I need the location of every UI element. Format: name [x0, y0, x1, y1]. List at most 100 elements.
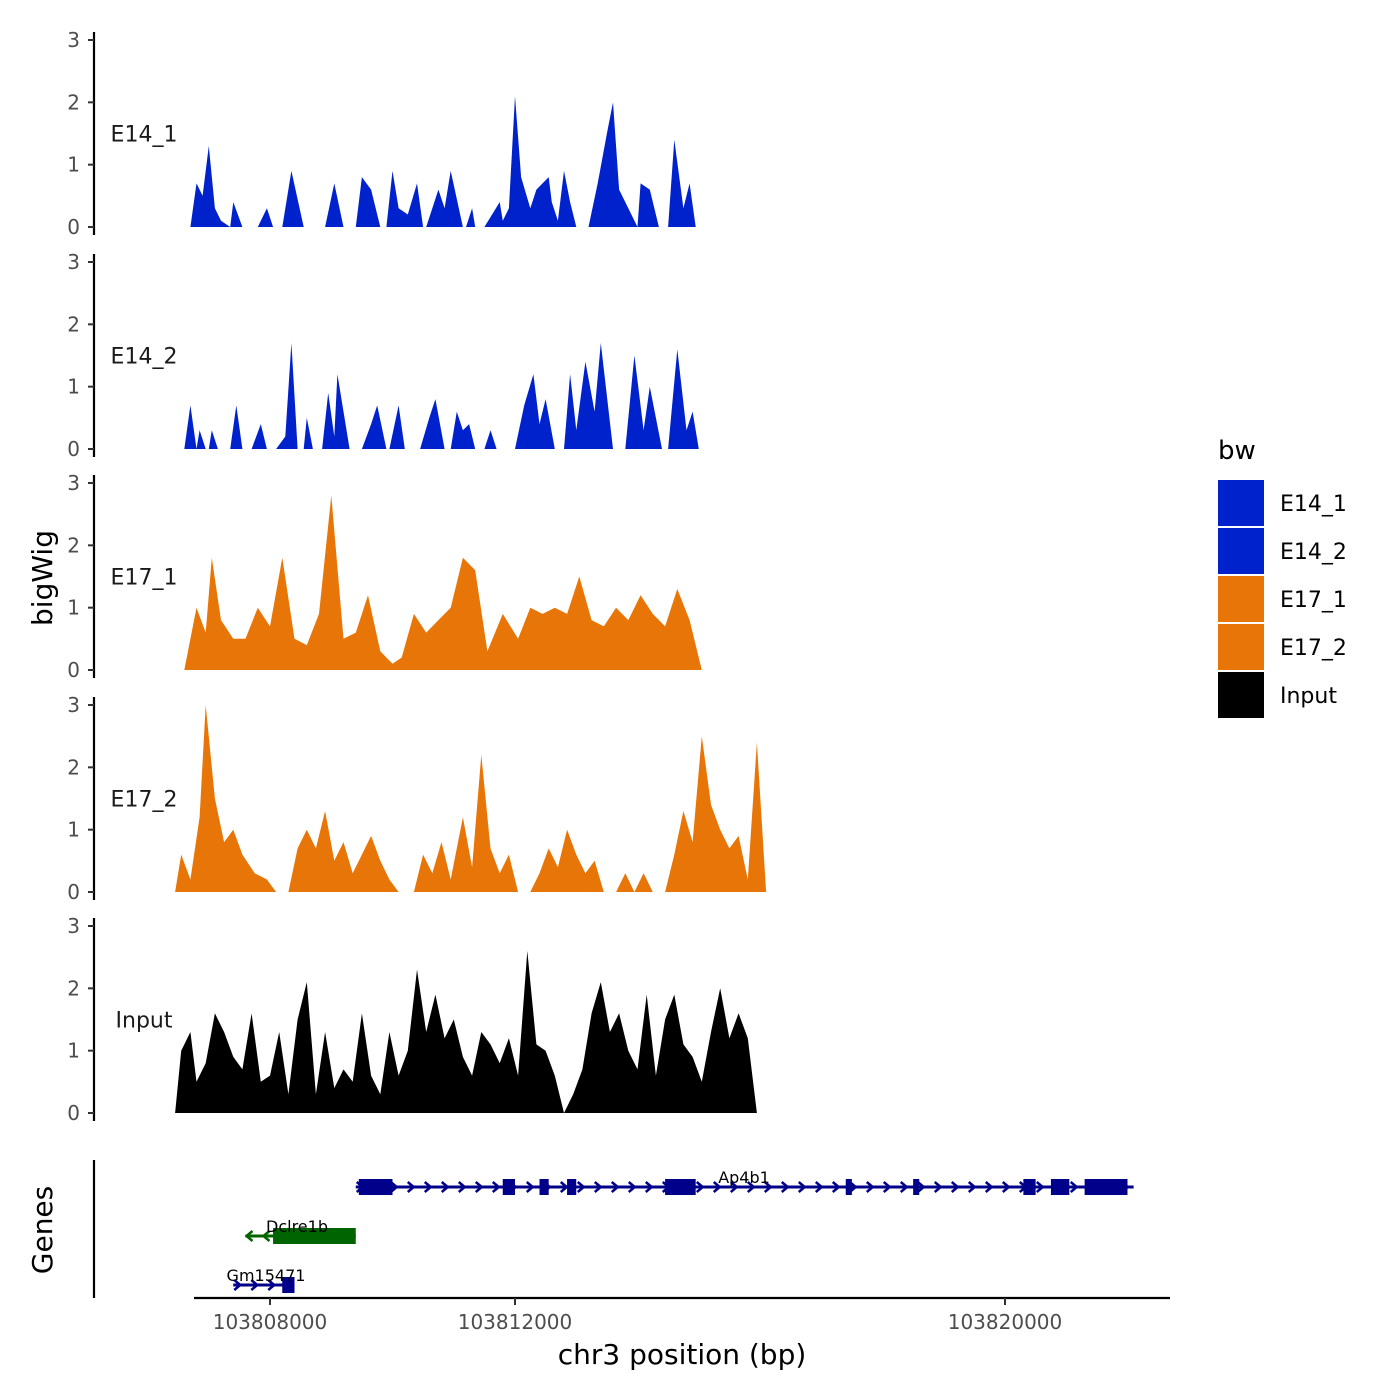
y-tick-label: 1 — [67, 1039, 80, 1063]
legend: bw E14_1 E14_2 E17_1 E17_2 Input — [1218, 436, 1347, 718]
legend-swatch-E17_2 — [1218, 624, 1264, 670]
legend-swatch-Input — [1218, 672, 1264, 718]
series-area-E17_1 — [184, 495, 702, 670]
strand-chevron — [576, 1181, 586, 1193]
x-axis-title: chr3 position (bp) — [558, 1338, 807, 1371]
legend-swatch-E14_1 — [1218, 480, 1264, 526]
exon — [502, 1179, 515, 1195]
legend-title: bw — [1218, 436, 1256, 466]
exon — [567, 1179, 577, 1195]
strand-chevron — [250, 1279, 260, 1291]
genes-track-title: Genes — [26, 1186, 59, 1274]
strand-chevron — [261, 1230, 271, 1242]
gene-label: Ap4b1 — [718, 1168, 770, 1187]
strand-chevron — [950, 1181, 960, 1193]
y-tick-label: 2 — [67, 533, 80, 557]
y-tick-label: 2 — [67, 755, 80, 779]
series-area-Input — [175, 950, 757, 1113]
strand-chevron — [797, 1181, 807, 1193]
strand-chevron — [423, 1181, 433, 1193]
strand-chevron — [593, 1181, 603, 1193]
y-tick-label: 3 — [67, 914, 80, 938]
strand-chevron — [627, 1181, 637, 1193]
series-area-E14_2 — [184, 343, 699, 449]
strand-chevron — [882, 1181, 892, 1193]
strand-chevron — [610, 1181, 620, 1193]
strand-chevron — [559, 1181, 569, 1193]
legend-swatch-E17_1 — [1218, 576, 1264, 622]
strand-chevron — [474, 1181, 484, 1193]
strand-chevron — [729, 1181, 739, 1193]
track-label: E17_2 — [111, 788, 178, 813]
track-E14_2: 0 1 2 3 E14_2 — [67, 250, 699, 461]
track-label: E17_1 — [111, 566, 178, 591]
y-tick-label: 3 — [67, 693, 80, 717]
strand-chevron — [899, 1181, 909, 1193]
series-area-E17_2 — [175, 705, 767, 892]
exon — [1023, 1179, 1036, 1195]
x-axis: 103808000 103812000 103820000 — [194, 1296, 1170, 1334]
y-tick-label: 1 — [67, 153, 80, 177]
y-tick-label: 0 — [67, 1101, 80, 1125]
exon — [845, 1179, 852, 1195]
legend-label: Input — [1280, 684, 1337, 709]
strand-chevron — [984, 1181, 994, 1193]
y-tick-label: 3 — [67, 250, 80, 274]
strand-chevron — [644, 1181, 654, 1193]
legend-label: E14_2 — [1280, 540, 1347, 565]
y-tick-label: 3 — [67, 471, 80, 495]
legend-label: E14_1 — [1280, 492, 1347, 517]
track-E17_2: 0 1 2 3 E17_2 — [67, 693, 767, 904]
strand-chevron — [746, 1181, 756, 1193]
genes-track: Ap4b1 Dclre1b Gm15471 — [92, 1160, 1134, 1298]
strand-chevron — [763, 1181, 773, 1193]
gene-Gm15471: Gm15471 — [227, 1266, 305, 1293]
gene-Dclre1b: Dclre1b — [244, 1217, 356, 1244]
x-tick-label: 103820000 — [948, 1310, 1063, 1334]
strand-chevron — [525, 1181, 535, 1193]
y-tick-label: 0 — [67, 215, 80, 239]
legend-label: E17_1 — [1280, 588, 1347, 613]
y-tick-label: 1 — [67, 375, 80, 399]
strand-chevron — [814, 1181, 824, 1193]
gene-label: Dclre1b — [266, 1217, 328, 1236]
strand-chevron — [244, 1230, 254, 1242]
exon — [1050, 1179, 1070, 1195]
y-tick-label: 0 — [67, 658, 80, 682]
gene-Ap4b1: Ap4b1 — [355, 1168, 1134, 1195]
track-Input: 0 1 2 3 Input — [67, 914, 757, 1125]
x-tick-label: 103812000 — [458, 1310, 573, 1334]
y-tick-label: 0 — [67, 880, 80, 904]
y-tick-label: 2 — [67, 90, 80, 114]
exon — [273, 1228, 356, 1244]
y-tick-label: 2 — [67, 976, 80, 1000]
series-area-E14_1 — [190, 96, 696, 227]
strand-chevron — [933, 1181, 943, 1193]
strand-chevron — [1035, 1181, 1045, 1193]
track-label: Input — [116, 1009, 173, 1034]
strand-chevron — [865, 1181, 875, 1193]
strand-chevron — [916, 1181, 926, 1193]
tracks-layer: 0 1 2 3 E14_1 0 1 2 3 E14_2 0 1 2 3 E17_1 0 1 2 3 E17_2 0 1 2 3… — [67, 28, 767, 1125]
y-axis-title: bigWig — [26, 530, 59, 626]
track-E17_1: 0 1 2 3 E17_1 — [67, 471, 702, 682]
y-tick-label: 1 — [67, 818, 80, 842]
strand-chevron — [389, 1181, 399, 1193]
strand-chevron — [267, 1279, 277, 1291]
strand-chevron — [780, 1181, 790, 1193]
track-E14_1: 0 1 2 3 E14_1 — [67, 28, 696, 239]
track-label: E14_2 — [111, 345, 178, 370]
strand-chevron — [712, 1181, 722, 1193]
exon — [539, 1179, 549, 1195]
track-label: E14_1 — [111, 123, 178, 148]
legend-label: E17_2 — [1280, 636, 1347, 661]
y-tick-label: 1 — [67, 596, 80, 620]
strand-chevron — [967, 1181, 977, 1193]
strand-chevron — [1001, 1181, 1011, 1193]
y-tick-label: 3 — [67, 28, 80, 52]
strand-chevron — [457, 1181, 467, 1193]
exon — [913, 1179, 920, 1195]
strand-chevron — [695, 1181, 705, 1193]
